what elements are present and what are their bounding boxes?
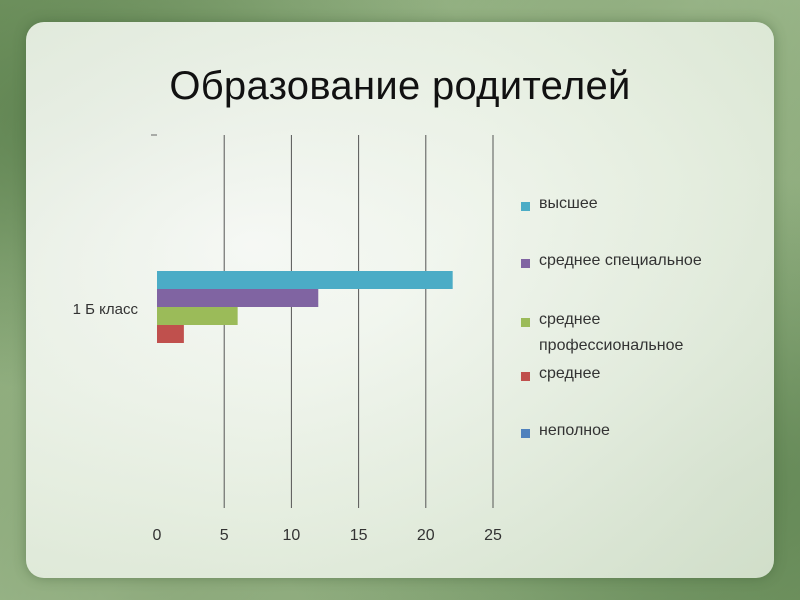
- x-tick-label-10: 10: [283, 527, 301, 544]
- legend-label: среднее специальное: [539, 252, 702, 269]
- legend-swatch: [521, 259, 530, 268]
- x-tick-label-20: 20: [417, 527, 435, 544]
- legend-swatch: [521, 429, 530, 438]
- slide-panel: [26, 22, 774, 578]
- legend-label: среднее: [539, 365, 601, 382]
- legend-item: высшее: [521, 195, 598, 217]
- legend-swatch: [521, 318, 530, 327]
- legend-swatch: [521, 202, 530, 211]
- legend-swatch: [521, 372, 530, 381]
- slide-title: Образование родителей: [169, 64, 631, 108]
- x-tick-label-15: 15: [350, 527, 368, 544]
- bar-3: [157, 325, 184, 343]
- legend-item: среднее профессиональное: [521, 311, 729, 359]
- x-tick-label-25: 25: [484, 527, 502, 544]
- bar-0: [157, 271, 453, 289]
- legend-label: неполное: [539, 422, 610, 439]
- legend-item: среднее специальное: [521, 252, 702, 274]
- x-tick-label-0: 0: [153, 527, 162, 544]
- legend-label: среднее профессиональное: [539, 311, 684, 354]
- bar-2: [157, 307, 238, 325]
- bar-1: [157, 289, 319, 307]
- legend-item: неполное: [521, 422, 610, 444]
- x-tick-label-5: 5: [220, 527, 229, 544]
- legend-item: среднее: [521, 365, 600, 387]
- category-label: 1 Б класс: [73, 301, 139, 318]
- legend-label: высшее: [539, 195, 598, 212]
